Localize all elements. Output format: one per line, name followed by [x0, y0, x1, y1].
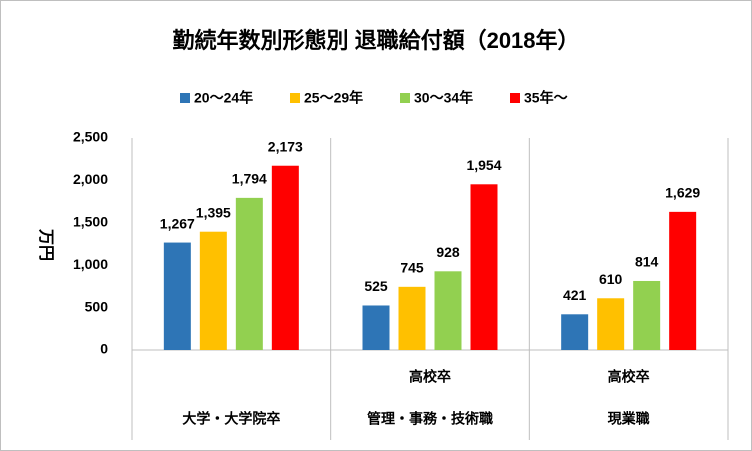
legend-label: 30～34年: [414, 90, 473, 106]
value-label: 610: [599, 271, 623, 287]
y-tick-label: 2,000: [73, 171, 108, 187]
value-label: 1,954: [466, 157, 501, 173]
value-label: 745: [400, 260, 424, 276]
bar: [398, 286, 426, 350]
legend-swatch: [290, 93, 300, 103]
bar: [235, 197, 263, 350]
x-tick-label: 大学・大学院卒: [182, 411, 280, 427]
bar: [271, 165, 299, 350]
y-tick-label: 1,500: [73, 214, 108, 230]
bar: [199, 231, 227, 350]
legend-label: 35年～: [524, 90, 568, 106]
legend-swatch: [180, 93, 190, 103]
bar: [470, 184, 498, 350]
legend-swatch: [400, 93, 410, 103]
y-axis-label: 万円: [37, 228, 55, 261]
x-tick-label: 管理・事務・技術職: [367, 411, 493, 427]
value-label: 928: [436, 244, 460, 260]
legend-swatch: [510, 93, 520, 103]
x-group-label: 高校卒: [608, 369, 650, 385]
x-group-label: 高校卒: [409, 369, 451, 385]
value-label: 2,173: [268, 138, 303, 154]
value-label: 525: [364, 278, 388, 294]
y-tick-label: 1,000: [73, 256, 108, 272]
value-label: 421: [563, 287, 587, 303]
bar: [597, 298, 625, 350]
y-tick-label: 2,500: [73, 129, 108, 145]
bar: [669, 211, 697, 350]
value-label: 814: [635, 254, 659, 270]
bar: [434, 271, 462, 350]
value-label: 1,395: [196, 204, 231, 220]
legend-label: 25～29年: [304, 90, 363, 106]
bar: [163, 242, 191, 350]
x-tick-label: 現業職: [608, 411, 650, 427]
y-tick-label: 500: [85, 298, 109, 314]
value-label: 1,794: [232, 171, 267, 187]
bar: [362, 305, 390, 350]
value-label: 1,267: [160, 215, 195, 231]
legend-label: 20～24年: [194, 90, 253, 106]
bar: [633, 280, 661, 350]
y-tick-label: 0: [100, 341, 108, 357]
chart-title: 勤続年数別形態別 退職給付額（2018年）: [172, 28, 579, 53]
value-label: 1,629: [665, 185, 700, 201]
bar: [561, 314, 589, 350]
